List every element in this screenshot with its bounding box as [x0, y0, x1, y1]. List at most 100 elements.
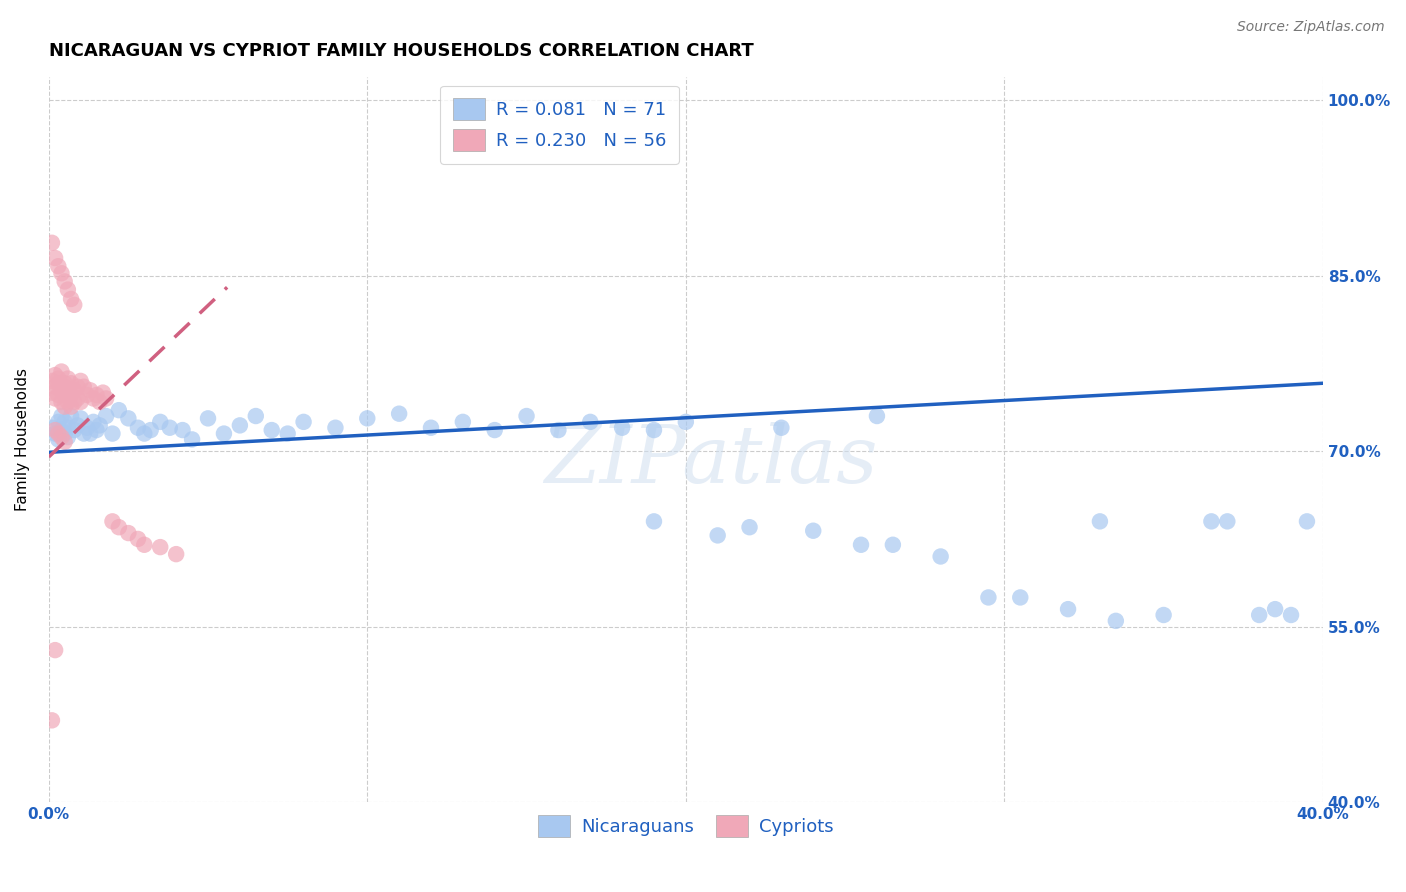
- Point: [1279, 607, 1302, 622]
- Point: [79, 426, 101, 441]
- Point: [66, 392, 89, 406]
- Point: [117, 411, 139, 425]
- Y-axis label: Family Households: Family Households: [15, 368, 30, 511]
- Point: [53, 415, 76, 429]
- Point: [977, 591, 1000, 605]
- Point: [69, 374, 91, 388]
- Point: [51, 395, 73, 409]
- Point: [643, 514, 665, 528]
- Point: [41, 385, 63, 400]
- Point: [76, 421, 98, 435]
- Point: [675, 415, 697, 429]
- Point: [181, 433, 204, 447]
- Point: [706, 528, 728, 542]
- Point: [86, 388, 108, 402]
- Point: [197, 411, 219, 425]
- Point: [51, 409, 73, 423]
- Point: [801, 524, 824, 538]
- Point: [1105, 614, 1128, 628]
- Point: [292, 415, 315, 429]
- Point: [56, 384, 79, 398]
- Point: [94, 409, 117, 423]
- Point: [134, 426, 156, 441]
- Point: [882, 538, 904, 552]
- Point: [1296, 514, 1319, 528]
- Point: [44, 643, 66, 657]
- Point: [516, 409, 538, 423]
- Point: [53, 388, 76, 402]
- Point: [139, 423, 162, 437]
- Point: [91, 385, 114, 400]
- Point: [1249, 607, 1271, 622]
- Point: [53, 274, 76, 288]
- Text: ZIPatlas: ZIPatlas: [544, 423, 879, 500]
- Point: [56, 421, 79, 435]
- Point: [108, 403, 131, 417]
- Point: [159, 421, 181, 435]
- Point: [51, 266, 73, 280]
- Point: [108, 520, 131, 534]
- Point: [53, 434, 76, 449]
- Point: [610, 421, 633, 435]
- Point: [547, 423, 569, 437]
- Point: [46, 376, 69, 391]
- Point: [172, 423, 194, 437]
- Point: [41, 421, 63, 435]
- Point: [101, 426, 124, 441]
- Point: [41, 374, 63, 388]
- Point: [1010, 591, 1032, 605]
- Point: [1264, 602, 1286, 616]
- Point: [770, 421, 793, 435]
- Point: [73, 426, 96, 441]
- Point: [56, 371, 79, 385]
- Point: [53, 426, 76, 441]
- Point: [44, 426, 66, 441]
- Point: [420, 421, 443, 435]
- Point: [46, 371, 69, 385]
- Point: [44, 392, 66, 406]
- Point: [46, 433, 69, 447]
- Point: [1153, 607, 1175, 622]
- Point: [82, 415, 104, 429]
- Point: [643, 423, 665, 437]
- Point: [849, 538, 872, 552]
- Point: [60, 400, 83, 414]
- Point: [89, 395, 111, 409]
- Point: [94, 392, 117, 406]
- Point: [212, 426, 235, 441]
- Text: NICARAGUAN VS CYPRIOT FAMILY HOUSEHOLDS CORRELATION CHART: NICARAGUAN VS CYPRIOT FAMILY HOUSEHOLDS …: [49, 42, 754, 60]
- Point: [149, 540, 172, 554]
- Point: [929, 549, 952, 564]
- Point: [63, 384, 86, 398]
- Point: [44, 368, 66, 382]
- Point: [66, 418, 89, 433]
- Point: [1057, 602, 1080, 616]
- Point: [1216, 514, 1239, 528]
- Point: [388, 407, 411, 421]
- Point: [127, 421, 149, 435]
- Point: [63, 423, 86, 437]
- Point: [149, 415, 172, 429]
- Point: [51, 423, 73, 437]
- Point: [451, 415, 474, 429]
- Point: [46, 415, 69, 429]
- Point: [44, 423, 66, 437]
- Point: [245, 409, 267, 423]
- Point: [165, 547, 187, 561]
- Point: [325, 421, 347, 435]
- Point: [277, 426, 299, 441]
- Point: [51, 430, 73, 444]
- Point: [117, 526, 139, 541]
- Point: [63, 298, 86, 312]
- Point: [41, 714, 63, 728]
- Point: [51, 384, 73, 398]
- Point: [76, 388, 98, 402]
- Point: [53, 400, 76, 414]
- Point: [738, 520, 761, 534]
- Point: [51, 365, 73, 379]
- Point: [56, 283, 79, 297]
- Point: [41, 235, 63, 250]
- Point: [60, 388, 83, 402]
- Point: [44, 251, 66, 265]
- Point: [127, 532, 149, 546]
